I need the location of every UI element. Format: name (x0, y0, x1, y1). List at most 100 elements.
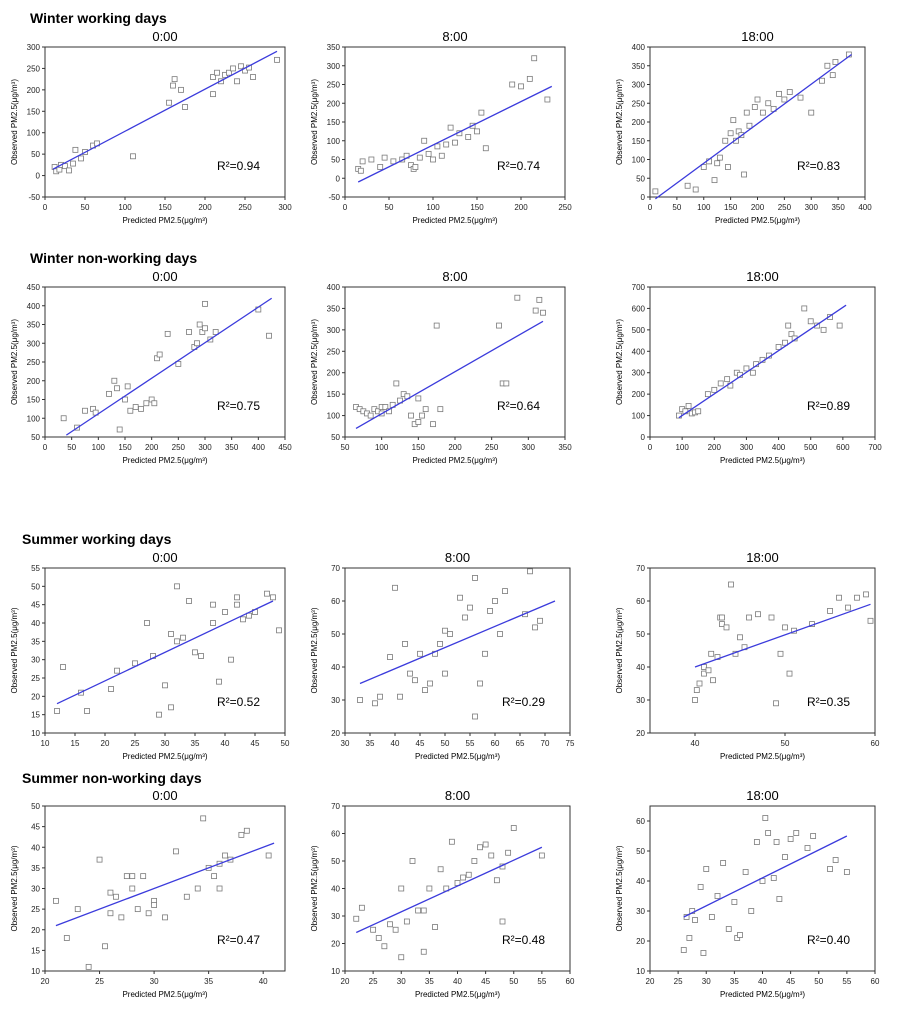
wn8-y-axis-label: Observed PM2.5(μg/m³) (310, 319, 319, 405)
wn18-y-tick-label-2: 200 (632, 390, 646, 399)
wn0-y-tick-label-5: 300 (27, 339, 41, 348)
sn8-data-point-4 (381, 943, 388, 950)
sn8-data-point-29 (505, 849, 512, 856)
sw8-data-point-14 (442, 670, 448, 677)
sn0-y-tick-label-6: 40 (31, 843, 40, 852)
sn8-data-point-12 (420, 907, 427, 914)
sw18-data-point-21 (777, 650, 784, 657)
ww8-data-point-11 (412, 164, 419, 170)
wn18-x-tick-label-4: 400 (772, 443, 786, 452)
ww8-data-point-6 (390, 158, 397, 165)
sn8-data-point-31 (538, 852, 545, 859)
ww8-data-point-29 (526, 75, 533, 82)
ww8-data-point-12 (416, 154, 423, 161)
sw0-y-tick-label-0: 10 (31, 729, 40, 738)
ww18-x-tick-label-6: 300 (805, 203, 819, 212)
sn18-y-axis-label: Observed PM2.5(μg/m³) (615, 845, 624, 931)
sn8-data-point-11 (415, 907, 422, 914)
sw18-data-point-19 (768, 614, 775, 621)
sn8-data-point-25 (488, 852, 495, 859)
ww0-x-axis-label: Predicted PM2.5(μg/m³) (122, 216, 207, 225)
sw0-data-point-27 (246, 612, 252, 619)
sw18-data-point-29 (854, 594, 860, 601)
sn8-y-tick-label-1: 20 (331, 940, 340, 949)
sn8-data-point-20 (460, 874, 467, 881)
wn18-fit-line (678, 304, 847, 419)
ww8-data-point-1 (357, 167, 364, 174)
sn8-y-tick-label-6: 70 (331, 802, 340, 811)
wn18-y-tick-label-5: 500 (632, 326, 646, 335)
ww0-y-tick-label-2: 50 (31, 150, 40, 159)
ww0-x-tick-label-5: 250 (238, 203, 252, 212)
ww8-data-point-20 (452, 139, 458, 146)
wn0-data-point-18 (156, 351, 163, 358)
wn8-x-tick-label-0: 50 (341, 443, 350, 452)
wn18-y-tick-label-1: 100 (632, 412, 646, 421)
sn18-data-point-29 (827, 866, 833, 872)
sn0-y-tick-label-0: 10 (31, 967, 40, 976)
wn0-x-tick-label-6: 300 (198, 443, 212, 452)
wn18-x-axis-label: Predicted PM2.5(μg/m³) (720, 456, 805, 465)
sw0-y-tick-label-4: 30 (31, 656, 40, 665)
sw18-data-point-12 (723, 624, 730, 631)
ww8-data-point-5 (381, 154, 388, 161)
wn0-x-tick-label-8: 400 (252, 443, 266, 452)
ww8-y-axis-label: Observed PM2.5(μg/m³) (310, 79, 319, 165)
sw0-chart-title: 0:00 (152, 550, 177, 565)
wn18-data-point-9 (717, 380, 724, 387)
sw18-r-squared-label: R²=0.35 (807, 695, 850, 709)
sn18-chart-title: 18:00 (746, 788, 779, 803)
wn8-data-point-18 (415, 395, 422, 402)
ww18-plot-frame (649, 46, 866, 198)
sn8-x-tick-label-4: 40 (453, 977, 462, 986)
wn18-x-tick-label-3: 300 (740, 443, 754, 452)
wn18-x-tick-label-0: 0 (648, 443, 653, 452)
sn8-x-tick-label-3: 35 (425, 977, 434, 986)
sn8-data-point-30 (510, 825, 517, 831)
sn0-data-point-5 (102, 943, 108, 950)
ww0-y-tick-label-0: -50 (28, 193, 40, 202)
sw0-data-point-19 (210, 620, 216, 626)
wn0-data-point-2 (82, 407, 88, 414)
sn0-data-point-11 (129, 885, 136, 892)
sn8-data-point-10 (409, 858, 416, 864)
sw0-data-point-31 (276, 627, 282, 634)
sn18-y-tick-label-4: 50 (636, 847, 645, 856)
wn8-x-tick-label-3: 200 (448, 443, 462, 452)
wn8-data-point-22 (430, 421, 436, 428)
ww18-data-point-28 (819, 77, 825, 84)
sw8-y-axis-label: Observed PM2.5(μg/m³) (310, 607, 319, 693)
ww0-y-tick-label-4: 150 (27, 107, 41, 116)
sn0-data-point-8 (113, 893, 119, 900)
sn0-x-tick-label-4: 40 (259, 977, 268, 986)
sn8-x-tick-label-8: 60 (566, 977, 575, 986)
sw8-x-axis-label: Predicted PM2.5(μg/m³) (415, 752, 500, 761)
sn8-data-point-14 (426, 885, 433, 892)
ww18-y-tick-label-6: 300 (632, 81, 646, 90)
wn18-x-tick-label-1: 100 (675, 443, 689, 452)
wn18-data-point-21 (785, 322, 792, 329)
wn8-plot-frame (344, 286, 566, 438)
sw8-y-tick-label-0: 20 (331, 729, 340, 738)
wn18-data-point-7 (704, 391, 711, 398)
sn8-y-tick-label-2: 30 (331, 912, 340, 921)
ww8-x-tick-label-1: 50 (385, 203, 394, 212)
sn18-data-point-0 (680, 947, 687, 953)
sn18-data-point-9 (714, 893, 721, 899)
wn0-data-point-5 (106, 390, 112, 397)
sn0-y-tick-label-8: 50 (31, 802, 40, 811)
ww0-y-axis-label: Observed PM2.5(μg/m³) (10, 79, 19, 165)
sw18-data-point-17 (746, 614, 752, 621)
ww0-fit-line (52, 50, 278, 170)
wn18-data-point-29 (836, 322, 843, 329)
ww18-x-tick-label-3: 150 (724, 203, 738, 212)
sn18-data-point-30 (832, 857, 839, 863)
ww18-data-point-25 (786, 89, 793, 95)
sn0-data-point-19 (173, 848, 179, 855)
sw8-data-point-30 (532, 624, 538, 631)
sw0-data-point-30 (270, 594, 276, 601)
wn8-chart-title: 8:00 (442, 269, 467, 284)
ww18-x-tick-label-1: 50 (672, 203, 681, 212)
sn8-x-tick-label-0: 20 (341, 977, 350, 986)
sw0-y-tick-label-1: 15 (31, 711, 40, 720)
